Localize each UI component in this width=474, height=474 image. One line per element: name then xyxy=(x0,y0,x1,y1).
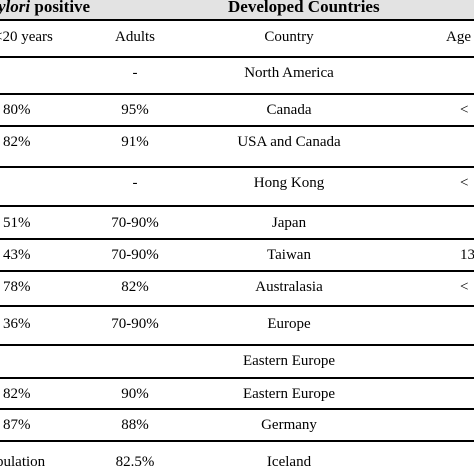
table-cell: 51% xyxy=(3,215,31,231)
table-cell: USA and Canada xyxy=(237,134,341,150)
column-header-2: Adults xyxy=(114,29,156,45)
table-cell: 82% xyxy=(121,279,149,295)
table-cell: Germany xyxy=(261,417,317,433)
table-cell: 95% xyxy=(121,102,149,118)
row-rule xyxy=(0,377,474,379)
row-rule xyxy=(0,205,474,207)
table-cell: Europe xyxy=(267,316,311,332)
table-cell: - xyxy=(132,65,138,81)
table-cell: 80% xyxy=(3,102,31,118)
table-cell: - xyxy=(132,175,138,191)
row-rule xyxy=(0,166,474,168)
rule-top xyxy=(0,19,474,21)
table-cell: 87% xyxy=(3,417,31,433)
table-cell: 43% xyxy=(3,247,31,263)
row-rule xyxy=(0,56,474,58)
table-cell: 70-90% xyxy=(111,316,159,332)
table-cell: Taiwan xyxy=(267,247,311,263)
table-cell: 13 xyxy=(460,247,474,263)
table-header-band: ylori positive Developed Countries xyxy=(0,0,474,19)
row-rule xyxy=(0,440,474,442)
table-cell: 36% xyxy=(3,316,31,332)
table-cell: pulation xyxy=(0,454,46,470)
table-cell: 70-90% xyxy=(111,247,159,263)
row-rule xyxy=(0,344,474,346)
table-cell: Eastern Europe xyxy=(242,353,336,369)
table-cell: < xyxy=(460,279,469,295)
table-cell: 82% xyxy=(3,386,31,402)
table-cell: Eastern Europe xyxy=(242,386,336,402)
table-cell: Iceland xyxy=(266,454,312,470)
table-cell: 82% xyxy=(3,134,31,150)
row-rule xyxy=(0,238,474,240)
header-left-rest: positive xyxy=(30,0,91,16)
row-rule xyxy=(0,270,474,272)
header-left: ylori positive xyxy=(0,0,90,17)
table-cell: Canada xyxy=(266,102,312,118)
column-header-1: <20 years xyxy=(0,29,53,45)
table-cell: Australasia xyxy=(255,279,323,295)
table-cell: 82.5% xyxy=(115,454,155,470)
header-left-italic: ylori xyxy=(0,0,31,16)
column-header-4: Age xyxy=(446,29,471,45)
table-cell: 88% xyxy=(121,417,149,433)
table-cell: < xyxy=(460,102,469,118)
table-cell: 91% xyxy=(121,134,149,150)
header-right: Developed Countries xyxy=(228,0,380,16)
table-cell: 90% xyxy=(121,386,149,402)
table-cell: Hong Kong xyxy=(253,175,325,191)
table-cell: 70-90% xyxy=(111,215,159,231)
table-cell: North America xyxy=(244,65,334,81)
table-cell: 78% xyxy=(3,279,31,295)
table-cell: < xyxy=(460,175,469,191)
row-rule xyxy=(0,125,474,127)
row-rule xyxy=(0,408,474,410)
row-rule xyxy=(0,305,474,307)
row-rule xyxy=(0,93,474,95)
table-cell: Japan xyxy=(271,215,307,231)
column-header-3: Country xyxy=(264,29,314,45)
